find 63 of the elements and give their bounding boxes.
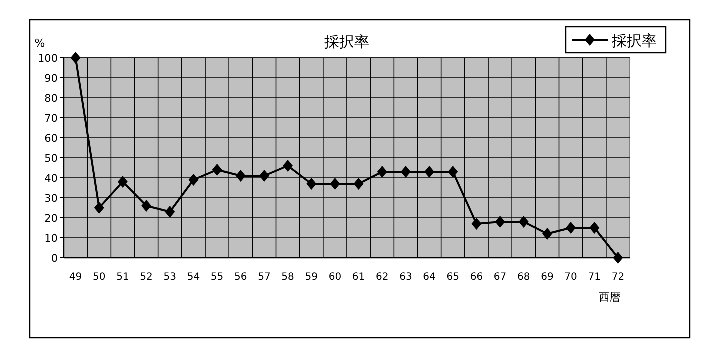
point — [354, 178, 364, 190]
y-tick-label: 80 — [44, 93, 58, 105]
x-tick-label: 49 — [69, 272, 82, 283]
point — [70, 52, 81, 64]
x-tick-label: 56 — [234, 272, 248, 283]
point — [424, 166, 435, 178]
x-tick-label: 57 — [258, 272, 271, 283]
x-tick-label: 69 — [541, 272, 554, 283]
x-tick-label: 55 — [210, 272, 224, 283]
point — [259, 170, 270, 182]
y-tick-label: 10 — [44, 233, 58, 245]
x-tick-label: 54 — [187, 272, 200, 283]
y-tick-label: 50 — [44, 153, 58, 165]
point — [400, 166, 411, 178]
point — [518, 216, 529, 228]
x-tick-label: 64 — [423, 272, 436, 283]
point — [613, 252, 624, 264]
point — [188, 174, 199, 186]
point — [472, 218, 482, 230]
x-tick-label: 59 — [305, 272, 318, 283]
point — [495, 216, 506, 228]
x-tick-label: 70 — [564, 272, 578, 283]
point — [542, 228, 552, 240]
point — [377, 166, 388, 178]
x-tick-label: 67 — [494, 272, 507, 283]
y-tick-label: 20 — [44, 213, 58, 225]
x-tick-label: 53 — [164, 272, 176, 283]
ylabel: % — [34, 37, 46, 50]
y-tick-label: 100 — [38, 53, 58, 65]
x-tick-label: 63 — [400, 272, 412, 283]
x-tick-label: 60 — [328, 272, 342, 283]
point — [283, 160, 294, 172]
x-tick-label: 52 — [140, 272, 153, 283]
point — [236, 170, 246, 182]
point — [212, 164, 222, 176]
x-tick-label: 61 — [352, 272, 366, 283]
point — [142, 200, 152, 212]
title: 採択率 — [324, 33, 370, 51]
y-tick-label: 30 — [44, 193, 58, 205]
y-tick-label: 60 — [44, 133, 58, 145]
point — [330, 178, 340, 190]
x-tick-label: 72 — [612, 272, 625, 283]
point — [94, 202, 104, 214]
y-tick-label: 40 — [44, 173, 58, 185]
point — [448, 166, 458, 178]
y-tick-label: 0 — [51, 253, 58, 265]
x-tick-label: 50 — [93, 272, 106, 283]
x-tick-label: 51 — [116, 272, 130, 283]
x-tick-label: 68 — [518, 272, 530, 283]
point — [590, 222, 600, 234]
point — [165, 206, 176, 218]
point — [566, 222, 576, 234]
x-tick-label: 71 — [588, 272, 601, 283]
point — [118, 176, 128, 188]
x-tick-label: 65 — [446, 272, 460, 283]
x-tick-label: 58 — [282, 272, 294, 283]
x-tick-label: 66 — [470, 272, 484, 283]
x-tick-label: 62 — [376, 272, 389, 283]
point — [306, 178, 317, 190]
y-tick-label: 90 — [44, 73, 58, 85]
xlabel: 西暦 — [599, 291, 621, 304]
y-tick-label: 70 — [44, 113, 58, 125]
legend-label: 採択率 — [612, 32, 657, 50]
